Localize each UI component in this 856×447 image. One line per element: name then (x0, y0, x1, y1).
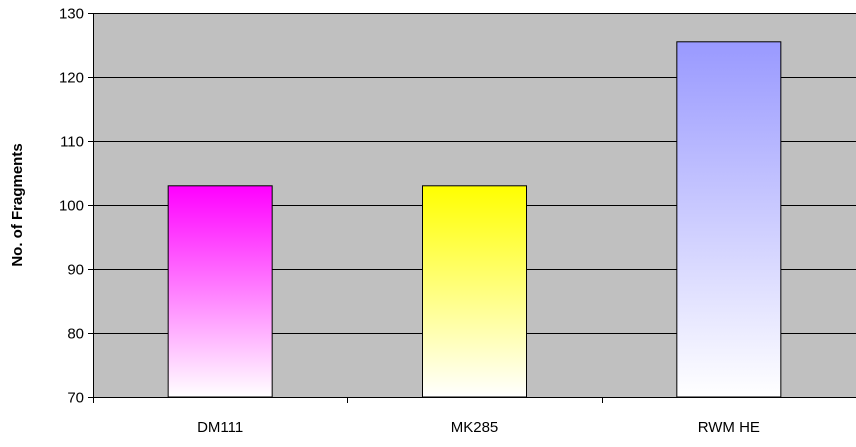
axes (88, 13, 856, 403)
x-tick-label: DM111 (197, 419, 243, 436)
y-tick-label: 110 (60, 134, 84, 151)
bar-dm111 (167, 185, 273, 398)
y-tick-labels: 70 80 90 100 110 120 130 (59, 6, 84, 407)
y-tick-label: 100 (59, 198, 84, 215)
x-tick-label: RWM HE (698, 419, 760, 436)
bars (167, 41, 782, 398)
y-tick-label: 70 (67, 390, 84, 407)
y-tick-label: 130 (59, 6, 84, 23)
y-tick-label: 80 (67, 326, 84, 343)
bar-mk285 (422, 185, 527, 398)
x-tick-label: MK285 (451, 419, 499, 436)
bar-rwm-he (676, 41, 782, 398)
x-tick-labels: DM111 MK285 RWM HE (197, 419, 760, 436)
y-tick-label: 90 (67, 262, 84, 279)
y-tick-label: 120 (59, 70, 84, 87)
y-axis-title: No. of Fragments (9, 143, 26, 266)
